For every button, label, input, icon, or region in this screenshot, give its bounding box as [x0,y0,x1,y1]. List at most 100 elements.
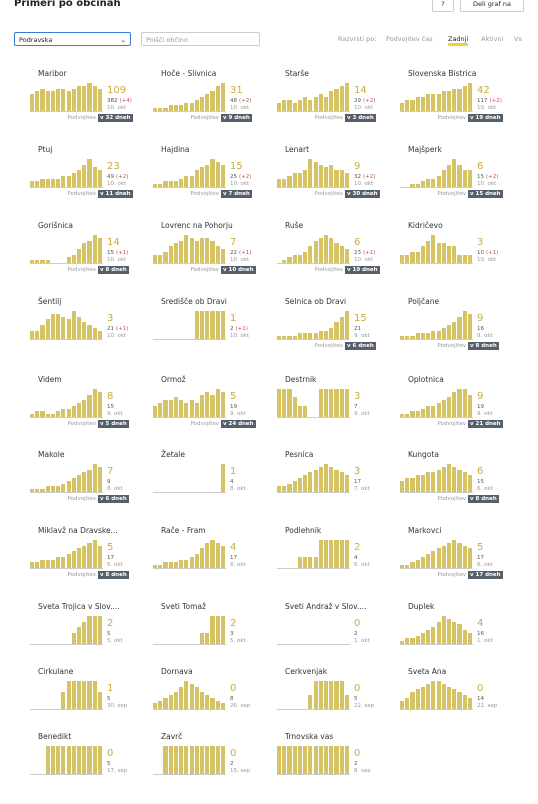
bar [189,102,194,111]
bar [420,556,426,568]
current-cases: 15 [230,161,243,172]
bar [92,464,97,492]
bar [71,254,76,263]
bar [431,627,436,644]
card: Destrnik 3 7 9. okt [277,375,397,441]
total-cases: 17 [477,555,484,561]
municipality-name: Maribor [38,69,67,78]
change: (+1) [486,250,499,256]
total-cases: 2 [230,761,234,767]
card: Oplotnica 9 19 9. okt Podvojitev v 21 dneh [400,375,520,441]
current-cases: 1 [107,683,114,694]
bar [66,319,71,339]
date: 6. okt [107,562,123,568]
card: Duplek 4 16 1. okt [400,602,520,668]
doubling-badge: v 5 dneh [98,420,129,428]
total-line: 4 [354,555,358,561]
bar [313,681,318,709]
card: Ptuj 23 49 (+2) 10. okt Podvojitev v 11 dneh [30,145,150,211]
bar [318,237,323,263]
bar [420,632,426,644]
bar [287,175,292,187]
bar [87,746,92,774]
bar [410,184,415,187]
bar [462,254,467,263]
total-cases: 4 [354,555,358,561]
bar [405,478,410,492]
bar [76,403,82,417]
doubling-badge: v 11 dneh [98,190,133,198]
bar [457,692,462,709]
bar [179,559,184,568]
bar [87,325,92,339]
bar [446,464,452,492]
baseline [400,187,473,188]
share-button[interactable]: Deli graf na [460,0,524,12]
doubling-label: Podvojitev [437,421,466,427]
bar [339,316,344,339]
current-cases: 9 [477,313,484,324]
bar [87,394,92,417]
bar [313,746,318,774]
bar [282,99,287,111]
bar [50,91,56,111]
bar [277,389,282,417]
bar [329,327,334,339]
card: Sveti Andraž v Slov.... 0 2 1. okt [277,602,397,668]
total-cases: 5 [107,761,111,767]
baseline [30,568,103,569]
total-line: 2 [230,761,234,767]
help-button[interactable]: ? [432,0,454,12]
total-cases: 5 [354,696,358,702]
municipality-name: Duplek [408,602,435,611]
change: (+4) [119,98,132,104]
bar [205,695,210,709]
doubling-label: Podvojitev [190,115,219,121]
municipality-name: Kidričevo [408,221,443,230]
bar [215,746,220,774]
bar [308,99,313,111]
bar [189,175,194,187]
sort-option-active[interactable]: Zadnji [448,35,469,46]
card: Trnovska vas 0 2 8. sep [277,732,397,798]
current-cases: 9 [354,161,361,172]
doubling-badge: v 15 dneh [468,190,503,198]
baseline [400,644,473,645]
bar [344,389,349,417]
total-line: 29 (+2) [354,98,375,104]
search-input[interactable]: Poišči občino [141,32,260,46]
bar [184,403,189,417]
total-line: 117 (+2) [477,98,502,104]
municipality-name: Slovenska Bistrica [408,69,477,78]
bar [462,389,467,417]
bar [168,400,173,417]
bar [467,632,472,644]
doubling-label: Podvojitev [437,496,466,502]
current-cases: 4 [230,542,237,553]
bar [297,556,303,568]
sort-option[interactable]: Aktivni [481,35,504,43]
card: Kidričevo 3 10 (+1) 10. okt [400,221,520,287]
bar [76,627,82,644]
total-line: 16 [477,326,484,332]
bar [452,689,457,709]
current-cases: 0 [354,748,361,759]
region-select[interactable]: Podravska ⌄ [14,32,131,46]
current-cases: 109 [107,85,127,96]
bar [163,251,168,263]
sort-option[interactable]: Vs [514,35,522,43]
bar [415,411,420,417]
card: Sveti Tomaž 2 3 5. okt [153,602,273,668]
sort-option[interactable]: Podvojitev čas [386,35,433,43]
bar [426,240,431,263]
baseline [30,263,103,264]
card: Središče ob Dravi 1 2 (+1) 10. okt [153,297,273,363]
bar [168,105,173,111]
doubling-label: Podvojitev [190,191,219,197]
bar [158,254,163,263]
bar [431,472,436,492]
bar [220,703,225,709]
total-line: 5 [107,631,111,637]
bar [189,683,194,709]
total-line: 5 [354,696,358,702]
